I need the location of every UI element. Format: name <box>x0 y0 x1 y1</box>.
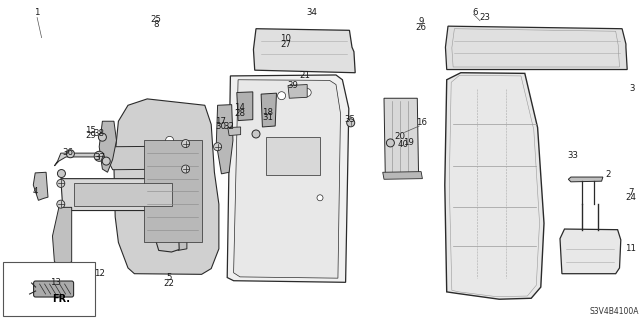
Polygon shape <box>568 177 603 182</box>
Polygon shape <box>253 29 355 73</box>
Polygon shape <box>445 73 544 299</box>
Polygon shape <box>384 98 419 175</box>
Polygon shape <box>114 99 219 274</box>
Text: 12: 12 <box>93 269 105 278</box>
Polygon shape <box>445 26 627 70</box>
Polygon shape <box>174 207 187 250</box>
Circle shape <box>252 130 260 138</box>
Text: 31: 31 <box>262 113 273 122</box>
Circle shape <box>94 151 104 161</box>
Text: 23: 23 <box>479 13 491 22</box>
Polygon shape <box>383 172 422 179</box>
Text: 35: 35 <box>344 115 355 124</box>
Text: 24: 24 <box>625 193 637 202</box>
Circle shape <box>182 165 189 173</box>
Text: 37: 37 <box>94 153 106 162</box>
Text: 9: 9 <box>419 17 424 26</box>
Polygon shape <box>150 213 179 252</box>
Polygon shape <box>33 172 48 200</box>
Circle shape <box>161 180 172 190</box>
Text: FR.: FR. <box>52 294 70 304</box>
Text: 17: 17 <box>215 117 227 126</box>
Polygon shape <box>228 127 241 136</box>
Text: 21: 21 <box>299 71 310 80</box>
Polygon shape <box>227 75 349 282</box>
Polygon shape <box>560 229 621 274</box>
Text: S3V4B4100A: S3V4B4100A <box>589 308 639 316</box>
Polygon shape <box>74 183 172 206</box>
Polygon shape <box>52 207 72 268</box>
Circle shape <box>303 88 311 97</box>
Polygon shape <box>237 92 253 121</box>
Text: 14: 14 <box>234 103 245 112</box>
Text: 26: 26 <box>415 23 427 32</box>
Polygon shape <box>99 121 116 172</box>
Circle shape <box>156 146 164 154</box>
Text: 13: 13 <box>49 278 61 287</box>
Polygon shape <box>61 179 182 211</box>
Circle shape <box>317 195 323 201</box>
Polygon shape <box>144 140 202 242</box>
Text: 20: 20 <box>394 132 405 141</box>
Text: 16: 16 <box>415 118 427 127</box>
Text: 27: 27 <box>280 40 291 48</box>
Circle shape <box>99 133 106 141</box>
Circle shape <box>387 139 394 147</box>
Text: 1: 1 <box>35 8 40 17</box>
Text: 29: 29 <box>86 131 96 140</box>
Circle shape <box>166 136 173 145</box>
Text: 32: 32 <box>223 122 235 131</box>
Circle shape <box>347 119 355 127</box>
Text: 40: 40 <box>397 140 409 149</box>
Polygon shape <box>266 137 320 175</box>
Text: 19: 19 <box>403 138 413 147</box>
Polygon shape <box>261 93 276 127</box>
Circle shape <box>57 179 65 188</box>
Circle shape <box>57 200 65 208</box>
Polygon shape <box>42 270 59 281</box>
Circle shape <box>58 169 65 178</box>
Polygon shape <box>54 143 186 170</box>
Text: 39: 39 <box>288 81 298 90</box>
Text: 22: 22 <box>163 279 175 288</box>
Text: 8: 8 <box>154 20 159 29</box>
Circle shape <box>182 139 189 148</box>
Circle shape <box>278 92 285 100</box>
Text: 38: 38 <box>93 129 104 138</box>
Text: 33: 33 <box>567 151 579 160</box>
Circle shape <box>214 143 221 151</box>
Circle shape <box>67 150 74 158</box>
Bar <box>3 262 95 316</box>
Polygon shape <box>288 85 307 98</box>
Circle shape <box>171 161 181 171</box>
Text: 4: 4 <box>33 187 38 196</box>
Text: 15: 15 <box>85 126 97 135</box>
Polygon shape <box>216 105 233 174</box>
Text: 5: 5 <box>166 273 172 282</box>
Polygon shape <box>234 80 340 278</box>
Circle shape <box>102 157 110 165</box>
Text: 18: 18 <box>262 108 273 117</box>
Text: 3: 3 <box>630 84 635 93</box>
Text: 6: 6 <box>472 8 477 17</box>
Text: 28: 28 <box>234 109 245 118</box>
Text: 30: 30 <box>215 122 227 131</box>
Text: 36: 36 <box>62 148 74 157</box>
Text: 10: 10 <box>280 34 291 43</box>
Circle shape <box>148 198 159 210</box>
Text: 7: 7 <box>628 188 634 197</box>
Text: 11: 11 <box>625 244 636 253</box>
FancyBboxPatch shape <box>34 281 74 297</box>
Text: 2: 2 <box>605 170 611 179</box>
Text: 34: 34 <box>307 8 318 17</box>
Text: 25: 25 <box>150 15 162 24</box>
